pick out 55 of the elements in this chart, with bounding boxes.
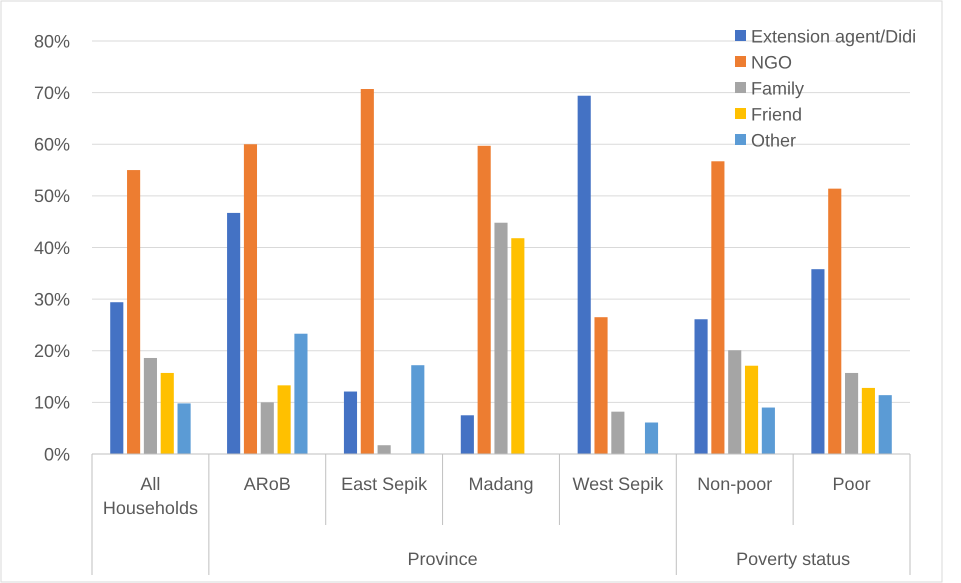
- x-tick-label: Non-poor: [697, 474, 772, 494]
- bar: [744, 366, 758, 454]
- bar: [845, 372, 858, 454]
- x-tick-label: West Sepik: [572, 474, 664, 494]
- bar: [811, 269, 824, 454]
- x-tick-label: ARoB: [244, 474, 291, 494]
- y-tick-label: 60%: [34, 134, 70, 155]
- y-tick-label: 0%: [44, 444, 70, 464]
- bar: [178, 403, 191, 454]
- y-tick-label: 30%: [34, 289, 70, 310]
- x-tick-label: All Households: [102, 474, 198, 518]
- bar: [260, 402, 274, 454]
- x-tick-label: Madang: [468, 474, 534, 494]
- text: Poverty status: [736, 549, 850, 569]
- bar: [694, 319, 708, 454]
- bar: [862, 388, 875, 454]
- bar: [110, 302, 124, 454]
- bar: [144, 358, 157, 454]
- y-tick-label: 50%: [34, 186, 70, 206]
- bar: [878, 395, 892, 454]
- bar: [227, 212, 240, 454]
- x-tick-label: Poor: [832, 474, 871, 494]
- y-tick-label: 40%: [34, 238, 70, 258]
- bar: [762, 408, 775, 454]
- legend-label: Family: [751, 78, 804, 98]
- bar: [511, 238, 524, 454]
- bar: [460, 415, 474, 454]
- bar: [594, 317, 608, 454]
- bar: [244, 144, 258, 454]
- bar: [278, 385, 291, 454]
- legend-label: NGO: [751, 52, 792, 72]
- legend-label: Other: [751, 130, 796, 150]
- bar: [728, 350, 742, 454]
- legend-label: Friend: [751, 104, 802, 124]
- bar: [294, 334, 308, 454]
- y-tick-label: 20%: [34, 341, 70, 362]
- y-tick-label: 70%: [34, 82, 70, 103]
- y-tick-label: 80%: [34, 31, 70, 52]
- x-tick-label: East Sepik: [341, 474, 428, 494]
- bar: [478, 146, 491, 454]
- text: Province: [408, 549, 478, 569]
- bar: [127, 170, 140, 454]
- bar: [360, 89, 374, 454]
- bar: [344, 392, 358, 454]
- bar: [644, 422, 658, 454]
- bar: [378, 445, 391, 454]
- bar: [160, 372, 174, 454]
- bar: [494, 222, 508, 454]
- bar: [711, 161, 724, 454]
- bar: [578, 96, 591, 454]
- y-tick-label: 10%: [34, 392, 70, 413]
- legend-label: Extension agent/Didi: [751, 26, 916, 46]
- bar: [611, 412, 624, 454]
- bar: [828, 188, 842, 454]
- bar: [411, 365, 424, 454]
